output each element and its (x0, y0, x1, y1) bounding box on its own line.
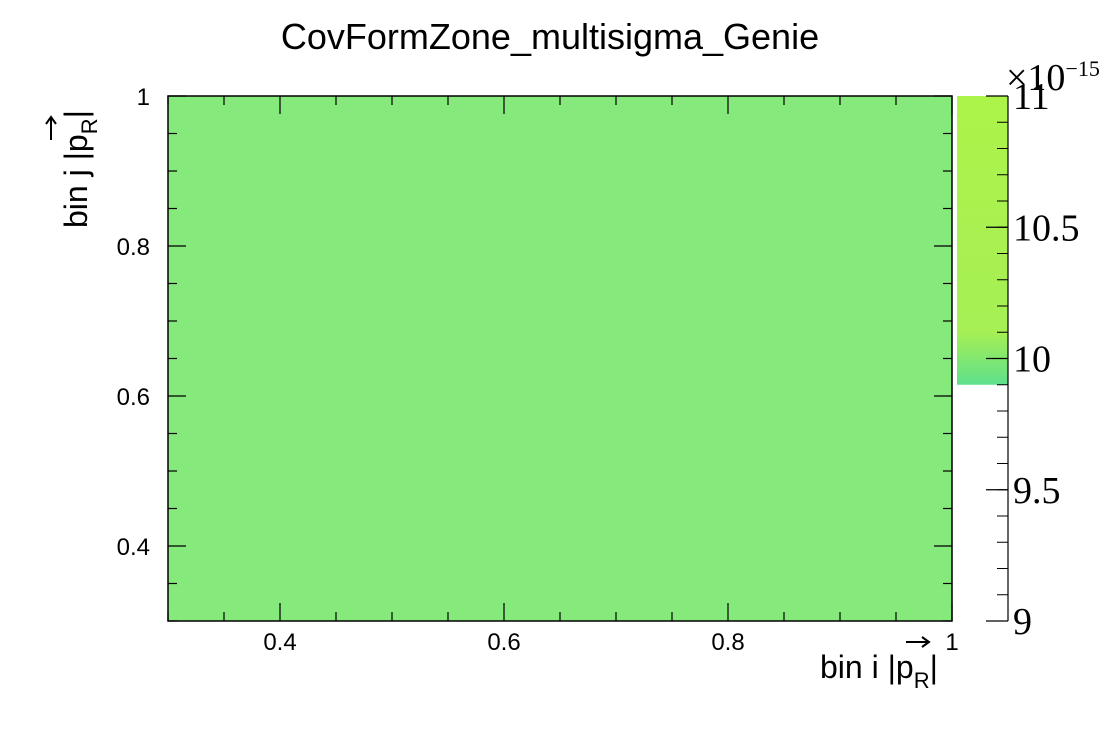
chart-title: CovFormZone_multisigma_Genie (280, 16, 820, 57)
y-tick-label: 0.4 (117, 534, 150, 561)
colorbar-tick-label: 10.5 (1013, 207, 1080, 249)
x-axis-title-text-subscript: R (914, 668, 930, 693)
x-tick-label: 0.4 (263, 629, 296, 656)
y-tick-label: 1 (137, 84, 150, 111)
colorbar-fill (957, 96, 1008, 385)
axis-labels: bin i |pR|bin j |pR| (45, 110, 938, 693)
heatmap-cell-0 (168, 96, 952, 621)
y-tick-label: 0.6 (117, 384, 150, 411)
plot-area: 0.4 0.6 0.8 1 0.4 0.6 0.8 1 (117, 84, 959, 656)
x-vector-arrow (906, 636, 931, 648)
color-scale: 9 9.5 10 10.5 11×10−15 (957, 56, 1100, 643)
colorbar-tick-label: 11 (1013, 76, 1050, 118)
x-axis-title: bin i |pR| (820, 636, 938, 693)
colorbar-tick-label: 10 (1013, 339, 1051, 381)
y-tick-label: 0.8 (117, 234, 150, 261)
colorbar-multiplier: ×10−15 (1006, 56, 1100, 99)
y-axis-title-text-prefix: bin j | (58, 152, 94, 228)
x-tick-label: 0.8 (711, 629, 744, 656)
colorbar-tick-label: 9 (1013, 601, 1032, 643)
multiplier-exponent: −15 (1065, 56, 1099, 81)
x-axis-title-text-suffix: | (930, 649, 938, 685)
multiplier-base: ×10 (1006, 57, 1065, 99)
y-axis-title-text-symbol: p (58, 134, 94, 152)
y-vector-arrow (45, 115, 57, 140)
y-axis-title-text: bin j |pR| (58, 110, 102, 228)
y-axis-title-text-subscript: R (77, 118, 102, 134)
x-tick-label: 1 (945, 629, 958, 656)
y-axis-title: bin j |pR| (45, 110, 102, 228)
x-axis-title-text-prefix: bin i | (820, 649, 896, 685)
x-tick-label: 0.6 (487, 629, 520, 656)
colorbar-tick-label: 9.5 (1013, 470, 1061, 512)
title-background (236, 8, 864, 66)
x-axis-title-text: bin i |pR| (820, 649, 938, 693)
y-axis-title-text-suffix: | (58, 110, 94, 118)
x-axis-title-text-symbol: p (896, 649, 914, 685)
